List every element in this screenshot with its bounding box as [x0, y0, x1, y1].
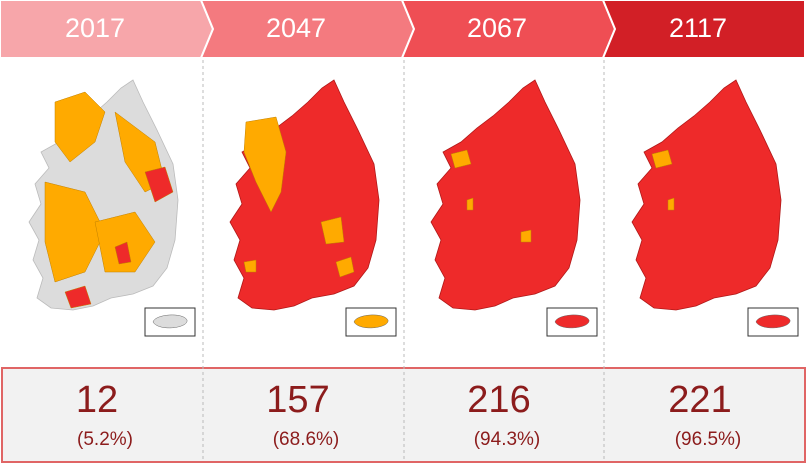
year-label: 2117 [669, 13, 727, 43]
jeju-inset [546, 307, 598, 337]
percent: (68.6%) [273, 429, 340, 450]
percent: (94.3%) [474, 429, 541, 450]
map-region [44, 181, 106, 283]
map [229, 79, 397, 337]
map [28, 79, 196, 337]
count: 12 [76, 379, 118, 421]
percent: (5.2%) [77, 429, 133, 450]
jeju [755, 314, 791, 329]
map-region [64, 285, 92, 309]
map-region [54, 91, 106, 163]
year-header [601, 0, 806, 59]
jeju-inset [345, 307, 397, 337]
map-region [450, 149, 472, 169]
jeju-inset [144, 307, 196, 337]
map-region [335, 256, 355, 278]
map [631, 79, 799, 337]
count: 221 [668, 379, 731, 421]
map-region [243, 259, 257, 273]
map-region [651, 149, 673, 169]
jeju [152, 314, 188, 329]
jeju [353, 314, 389, 329]
map-region [466, 197, 474, 211]
percent: (96.5%) [675, 429, 742, 450]
year-label: 2017 [65, 13, 125, 43]
year-label: 2047 [266, 13, 326, 43]
jeju-inset [747, 307, 799, 337]
count: 157 [266, 379, 329, 421]
map-outline [631, 79, 782, 311]
map-outline [430, 79, 581, 311]
map-region [114, 241, 132, 265]
map-region [520, 229, 532, 243]
jeju [554, 314, 590, 329]
count: 216 [467, 379, 530, 421]
map-region [94, 211, 156, 273]
map-region [243, 116, 287, 213]
map-region [144, 166, 174, 203]
year-label: 2067 [467, 13, 527, 43]
map [430, 79, 598, 337]
map-region [320, 216, 345, 245]
map-region [667, 197, 675, 211]
